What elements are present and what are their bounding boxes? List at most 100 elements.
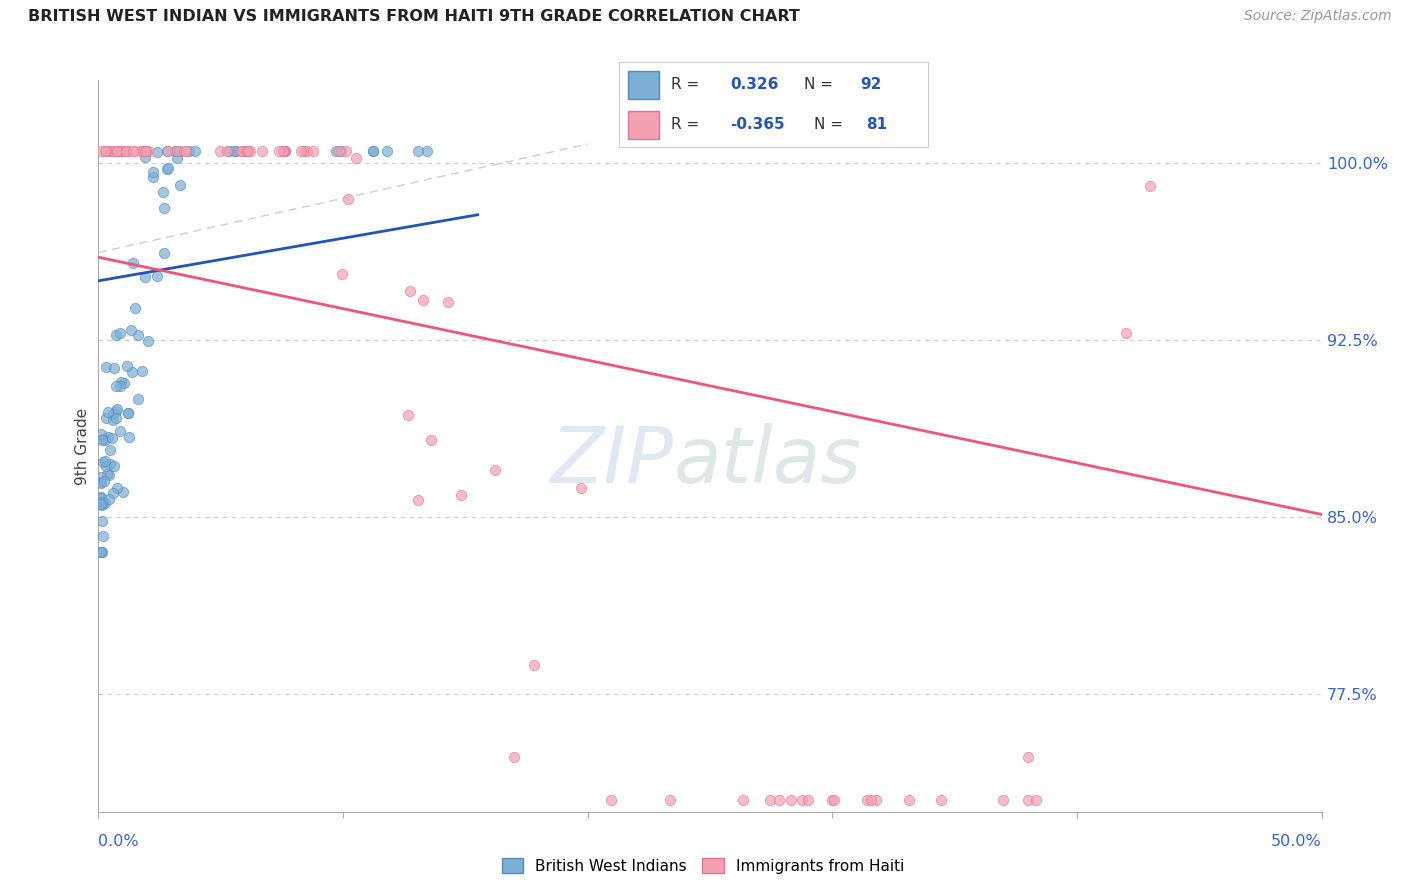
Point bbox=[90, 470, 112, 484]
Point bbox=[97, 144, 120, 158]
Point bbox=[860, 793, 883, 807]
Point bbox=[325, 144, 347, 158]
Point bbox=[235, 144, 257, 158]
Point bbox=[134, 144, 156, 158]
Point bbox=[90, 491, 112, 505]
Point bbox=[94, 360, 117, 375]
Point bbox=[101, 413, 124, 427]
Point bbox=[797, 793, 820, 807]
Point bbox=[337, 192, 360, 206]
Point bbox=[330, 268, 353, 282]
Point bbox=[1115, 326, 1137, 340]
Point bbox=[105, 481, 128, 495]
Point bbox=[117, 144, 139, 158]
Point bbox=[94, 144, 117, 158]
Point bbox=[235, 144, 257, 158]
Point bbox=[90, 545, 112, 559]
Point bbox=[108, 144, 131, 158]
Point bbox=[292, 144, 315, 158]
Point bbox=[134, 144, 156, 158]
Point bbox=[103, 458, 125, 473]
Point bbox=[173, 144, 195, 158]
Point bbox=[90, 475, 112, 489]
Point bbox=[166, 144, 188, 158]
FancyBboxPatch shape bbox=[628, 111, 659, 139]
Point bbox=[408, 144, 430, 158]
Point bbox=[103, 144, 125, 158]
Point bbox=[91, 433, 114, 447]
Point bbox=[399, 285, 422, 299]
Point bbox=[273, 144, 295, 158]
Point bbox=[108, 424, 131, 438]
Point bbox=[115, 144, 138, 158]
Point bbox=[523, 657, 546, 672]
Point bbox=[239, 144, 262, 158]
Point bbox=[98, 467, 121, 482]
Point bbox=[117, 430, 139, 444]
Point bbox=[290, 144, 312, 158]
Point bbox=[105, 379, 128, 393]
Point bbox=[127, 392, 149, 407]
Point bbox=[111, 484, 134, 499]
Point bbox=[780, 793, 803, 807]
Point bbox=[898, 793, 921, 807]
Point bbox=[115, 359, 138, 373]
Point bbox=[929, 793, 952, 807]
Point bbox=[122, 255, 145, 269]
Point bbox=[335, 144, 357, 158]
Text: N =: N = bbox=[814, 117, 848, 132]
Point bbox=[344, 151, 367, 165]
Point bbox=[98, 492, 121, 507]
Point bbox=[91, 455, 114, 469]
Point bbox=[406, 492, 429, 507]
Point bbox=[361, 144, 384, 158]
Point bbox=[108, 378, 131, 392]
Point bbox=[269, 144, 291, 158]
Point bbox=[97, 405, 120, 419]
Point bbox=[94, 410, 117, 425]
Legend: British West Indians, Immigrants from Haiti: British West Indians, Immigrants from Ha… bbox=[496, 852, 910, 880]
Text: ZIP: ZIP bbox=[550, 423, 673, 499]
Point bbox=[91, 529, 114, 543]
Point bbox=[121, 365, 143, 379]
Point bbox=[96, 467, 118, 481]
Point bbox=[124, 301, 146, 315]
Point bbox=[450, 488, 472, 502]
Point bbox=[503, 750, 526, 764]
Point bbox=[174, 144, 197, 158]
Point bbox=[131, 144, 153, 158]
Point bbox=[135, 144, 157, 158]
Point bbox=[758, 793, 780, 807]
Text: Source: ZipAtlas.com: Source: ZipAtlas.com bbox=[1244, 9, 1392, 23]
Point bbox=[90, 426, 112, 441]
Point bbox=[90, 545, 112, 559]
Point bbox=[1017, 793, 1039, 807]
Point bbox=[94, 433, 117, 447]
Text: 92: 92 bbox=[860, 77, 882, 92]
Point bbox=[856, 793, 879, 807]
Point bbox=[97, 430, 120, 444]
Point bbox=[129, 144, 152, 158]
Point bbox=[90, 475, 112, 490]
Point bbox=[731, 793, 754, 807]
Point bbox=[127, 328, 149, 343]
Point bbox=[156, 162, 179, 177]
Point bbox=[1025, 793, 1047, 807]
Point bbox=[416, 144, 439, 158]
Point bbox=[104, 410, 127, 425]
Y-axis label: 9th Grade: 9th Grade bbox=[75, 408, 90, 484]
Point bbox=[108, 326, 131, 340]
Point bbox=[163, 144, 186, 158]
Point bbox=[111, 144, 134, 158]
Point bbox=[153, 245, 176, 260]
FancyBboxPatch shape bbox=[628, 71, 659, 99]
Point bbox=[208, 144, 231, 158]
Point bbox=[105, 328, 128, 343]
Point bbox=[436, 294, 458, 309]
Point bbox=[271, 144, 294, 158]
Point bbox=[157, 161, 180, 176]
Point bbox=[600, 793, 623, 807]
Point bbox=[330, 144, 353, 158]
Text: BRITISH WEST INDIAN VS IMMIGRANTS FROM HAITI 9TH GRADE CORRELATION CHART: BRITISH WEST INDIAN VS IMMIGRANTS FROM H… bbox=[28, 9, 800, 24]
Point bbox=[134, 269, 156, 284]
